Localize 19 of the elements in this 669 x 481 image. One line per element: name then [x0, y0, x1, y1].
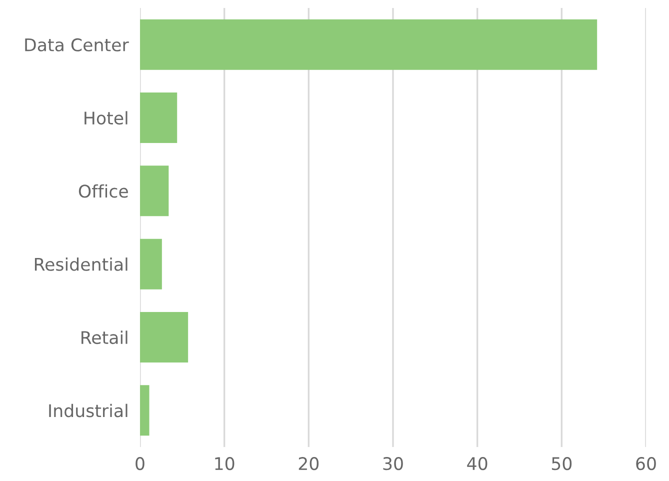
x-tick-label: 0	[136, 457, 144, 470]
bar	[140, 92, 178, 143]
y-tick-label: Residential	[34, 257, 128, 271]
x-tick-label: 20	[298, 457, 319, 470]
bar	[140, 238, 162, 290]
y-tick-label: Data Center	[25, 38, 129, 52]
bar	[140, 385, 150, 436]
bar	[140, 19, 598, 70]
y-tick-label: Retail	[82, 330, 128, 344]
x-tick-label: 50	[552, 457, 572, 470]
y-tick-label: Office	[78, 184, 128, 198]
y-tick-label: Industrial	[49, 404, 128, 418]
x-tick-label: 10	[215, 457, 234, 470]
x-tick-label: 60	[636, 457, 656, 470]
y-tick-label: Hotel	[84, 111, 128, 125]
bar	[140, 312, 188, 362]
x-tick-label: 40	[467, 457, 488, 470]
bar	[140, 166, 169, 216]
x-tick-label: 30	[383, 457, 403, 470]
